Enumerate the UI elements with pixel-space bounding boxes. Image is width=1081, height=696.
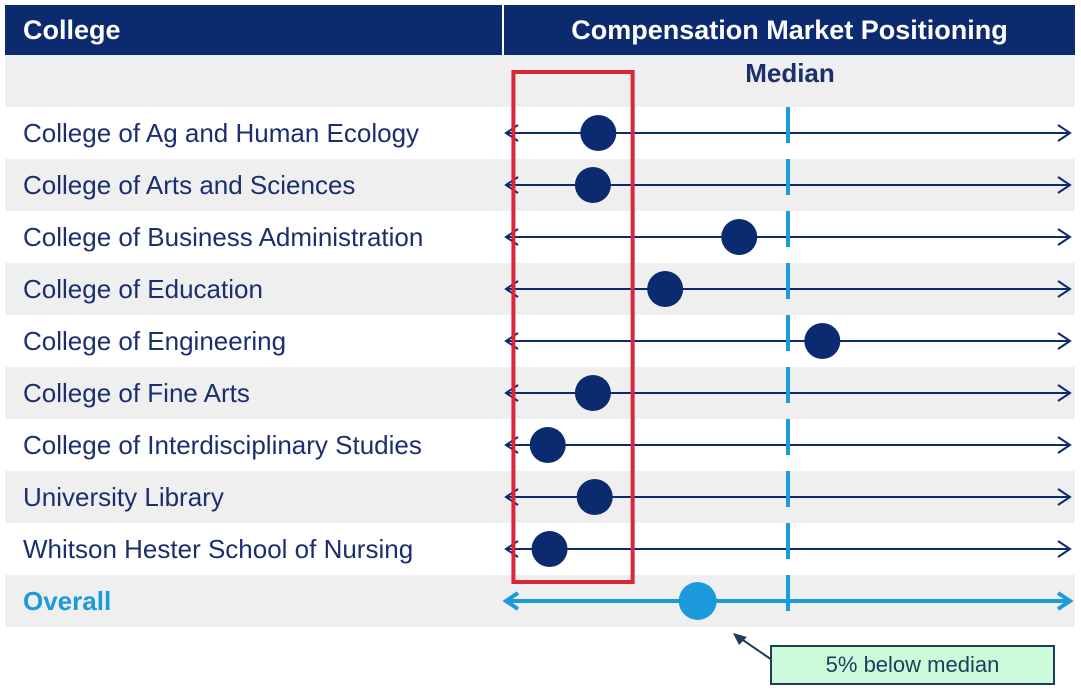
highlight-box [511,70,635,584]
college-label: College of Interdisciplinary Studies [23,430,422,460]
college-dot [529,427,566,463]
college-label: College of Education [23,274,263,304]
college-label: College of Engineering [23,326,287,356]
right-arrow-icon [1057,384,1072,402]
college-row: College of Interdisciplinary Studies [5,419,1075,471]
annotation-callout: 5% below median [770,645,1055,685]
college-label: Overall [23,586,112,616]
college-dot [580,115,617,151]
overall-dot [678,582,717,620]
right-arrow-icon [1057,228,1072,246]
right-arrow-icon [1057,488,1072,506]
college-label: University Library [23,482,224,512]
median-label-row [5,55,1075,107]
right-arrow-icon [1057,332,1072,350]
right-arrow-icon [1057,280,1072,298]
college-label: College of Arts and Sciences [23,170,356,200]
college-label: Whitson Hester School of Nursing [23,534,414,564]
college-dot [574,167,611,203]
positioning-column-header: Compensation Market Positioning [504,5,1075,55]
college-dot [721,219,758,255]
callout-pointer [739,637,773,661]
college-label: College of Fine Arts [23,378,250,408]
college-row: Whitson Hester School of Nursing [5,523,1075,575]
college-row: College of Engineering [5,315,1075,367]
left-arrow-icon [502,591,520,611]
right-arrow-icon [1057,436,1072,454]
median-label: Median [745,58,835,88]
right-arrow-icon [1057,176,1072,194]
college-label: College of Business Administration [23,222,424,252]
college-dot [804,323,841,359]
college-dot [647,271,684,307]
right-arrow-icon [1057,124,1072,142]
right-arrow-icon [1056,591,1074,611]
right-arrow-icon [1057,540,1072,558]
college-column-header: College [5,5,502,55]
college-dot [531,531,568,567]
college-label: College of Ag and Human Ecology [23,118,420,148]
college-row: College of Ag and Human Ecology [5,107,1075,159]
college-dot [574,375,611,411]
college-dot [576,479,613,515]
college-row: College of Business Administration [5,211,1075,263]
callout-arrowhead-icon [733,633,747,645]
